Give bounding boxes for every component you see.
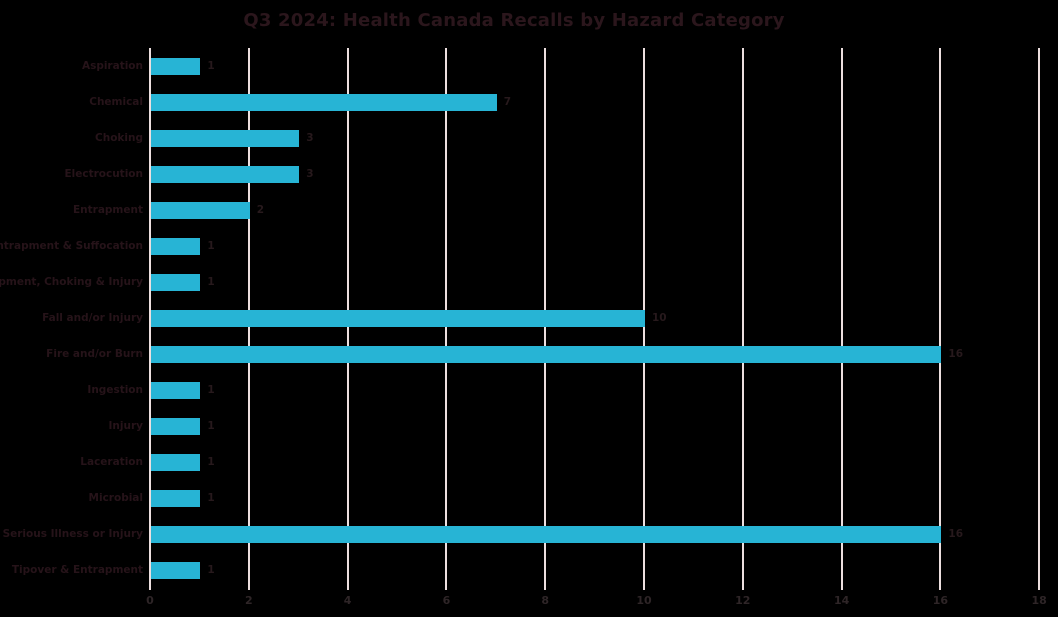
category-label: Ingestion (87, 384, 143, 396)
bar (151, 525, 942, 543)
x-tick-label: 6 (442, 594, 451, 607)
value-label: 3 (306, 131, 314, 144)
x-tick-label: 0 (146, 594, 154, 607)
value-label: 1 (207, 563, 215, 576)
value-label: 1 (207, 59, 215, 72)
category-label: Electrocution (64, 168, 143, 180)
bar (151, 165, 300, 183)
category-label: Entrapment & Suffocation (0, 240, 143, 252)
x-tick-label: 18 (1031, 594, 1047, 607)
value-label: 1 (207, 491, 215, 504)
bar (151, 561, 201, 579)
value-label: 2 (256, 203, 265, 216)
bar (151, 453, 201, 471)
x-tick-label: 2 (244, 594, 253, 607)
gridline (741, 48, 744, 590)
value-label: 1 (207, 239, 215, 252)
x-tick-label: 12 (735, 594, 751, 607)
gridline (149, 48, 151, 590)
value-label: 7 (503, 95, 512, 108)
bar (151, 381, 201, 399)
gridline (1038, 48, 1041, 590)
chart-title: Q3 2024: Health Canada Recalls by Hazard… (243, 10, 785, 31)
value-label: 16 (948, 527, 964, 540)
category-label: Entrapment, Choking & Injury (0, 276, 143, 288)
category-label: Serious Illness or Injury (2, 528, 143, 540)
bar (151, 57, 201, 75)
bar (151, 489, 201, 507)
value-label: 1 (207, 383, 215, 396)
x-tick-label: 8 (541, 594, 550, 607)
gridline (939, 48, 942, 590)
bar (151, 93, 497, 111)
bar (151, 237, 201, 255)
value-label: 1 (207, 455, 215, 468)
category-label: Chemical (89, 96, 143, 108)
category-label: Microbial (88, 492, 143, 504)
category-label: Choking (95, 132, 143, 144)
bar (151, 345, 942, 363)
bar (151, 273, 201, 291)
category-label: Injury (108, 420, 143, 432)
gridline (840, 48, 843, 590)
category-label: Laceration (80, 456, 143, 468)
value-label: 16 (948, 347, 964, 360)
category-label: Tipover & Entrapment (11, 564, 143, 576)
bar (151, 417, 201, 435)
value-label: 1 (207, 419, 215, 432)
category-label: Fall and/or Injury (42, 312, 143, 324)
x-tick-label: 10 (636, 594, 652, 607)
value-label: 1 (207, 275, 215, 288)
bar (151, 309, 645, 327)
value-label: 3 (306, 167, 314, 180)
bar (151, 201, 250, 219)
bar (151, 129, 300, 147)
category-label: Aspiration (81, 60, 143, 72)
category-label: Entrapment (72, 204, 143, 216)
x-tick-label: 16 (932, 594, 949, 607)
category-label: Fire and/or Burn (46, 348, 143, 360)
x-tick-label: 14 (833, 594, 850, 607)
x-tick-label: 4 (343, 594, 352, 607)
value-label: 10 (652, 311, 667, 324)
